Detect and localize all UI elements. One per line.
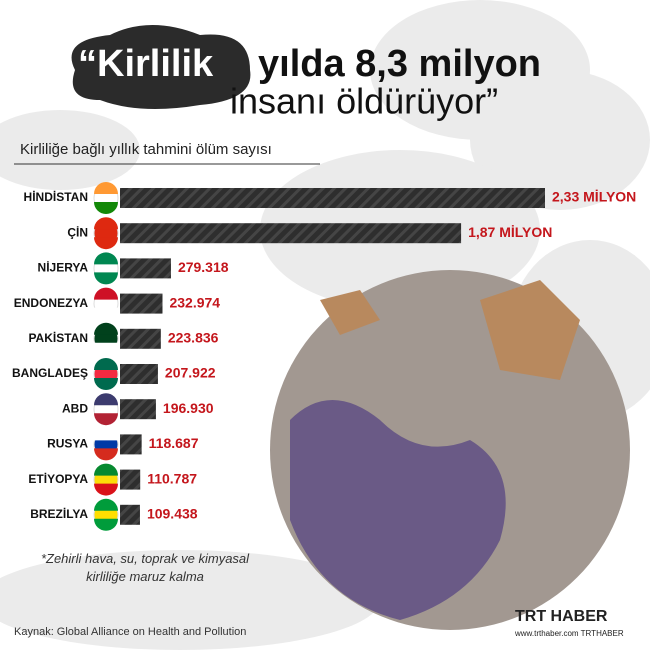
flag-top [94, 287, 119, 300]
flag-bottom [94, 237, 119, 250]
category-label: NİJERYA [38, 260, 89, 275]
flag-top [94, 217, 119, 230]
bar [120, 223, 462, 244]
title-line2: insanı öldürüyor” [230, 81, 498, 122]
bar [120, 258, 171, 279]
category-label: ABD [62, 401, 88, 415]
bar [120, 434, 142, 455]
logo: TRT HABER [515, 608, 608, 625]
category-label: BANGLADEŞ [12, 366, 88, 380]
value-label: 2,33 MİLYON [552, 189, 636, 205]
bar [120, 504, 140, 525]
title-cloud [71, 25, 251, 109]
flag-bottom [94, 483, 119, 496]
flag-bottom [94, 378, 118, 390]
flag-top [94, 463, 119, 476]
value-label: 118.687 [149, 435, 199, 451]
flag-top [94, 322, 119, 335]
flag-bottom [94, 272, 119, 285]
category-label: PAKİSTAN [28, 330, 88, 345]
category-label: BREZİLYA [30, 506, 88, 521]
bars: HİNDİSTAN 2,33 MİLYON ÇİN 1,87 MİLYON NİJERY… [12, 182, 636, 531]
category-label: RUSYA [47, 437, 88, 451]
category-label: ÇİN [67, 224, 88, 239]
title-rest: yılda 8,3 milyon [258, 43, 541, 85]
value-label: 109.438 [147, 506, 198, 522]
flag-top [94, 498, 119, 511]
value-label: 223.836 [168, 330, 219, 346]
flag-top [94, 393, 119, 406]
flag-top [94, 358, 118, 370]
value-label: 110.787 [147, 470, 197, 486]
flag-bottom [94, 342, 119, 355]
flag-bottom [94, 518, 119, 531]
flag-top [94, 428, 119, 441]
bar [120, 399, 156, 420]
subtitle: Kirliliğe bağlı yıllık tahmini ölüm sayı… [20, 141, 272, 158]
flag-bottom [94, 448, 119, 461]
flag-bottom [94, 307, 119, 320]
bar [120, 469, 141, 490]
value-label: 279.318 [178, 259, 229, 275]
value-label: 207.922 [165, 365, 216, 381]
bar [120, 293, 163, 314]
flag-bottom [94, 413, 119, 426]
bar [120, 188, 545, 208]
source: Kaynak: Global Alliance on Health and Po… [14, 626, 246, 638]
logo-sub: www.trthaber.com TRTHABER [514, 629, 624, 638]
note: *Zehirli hava, su, toprak ve kimyasal ki… [40, 551, 250, 584]
bar [120, 364, 158, 384]
value-label: 232.974 [169, 294, 220, 310]
category-label: HİNDİSTAN [24, 189, 88, 204]
value-label: 1,87 MİLYON [468, 224, 552, 240]
title: “Kirlilik [78, 43, 214, 85]
flag-top [94, 252, 119, 265]
flag-top [94, 182, 118, 194]
globe [270, 270, 630, 630]
bar [120, 328, 161, 349]
category-label: ETİYOPYA [28, 471, 88, 486]
value-label: 196.930 [163, 400, 214, 416]
note-box: *Zehirli hava, su, toprak ve kimyasal ki… [40, 551, 250, 584]
category-label: ENDONEZYA [14, 296, 89, 310]
flag-bottom [94, 202, 118, 214]
